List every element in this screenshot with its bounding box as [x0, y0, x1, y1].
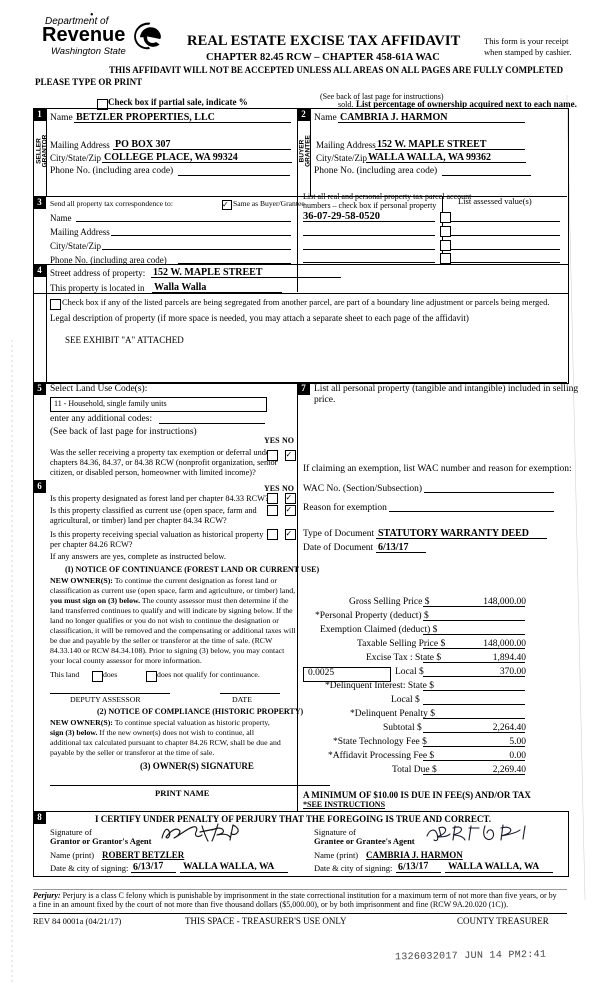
svg-text:GRANTOR: GRANTOR	[42, 134, 49, 167]
svg-text:GRANTEE: GRANTEE	[305, 134, 312, 166]
